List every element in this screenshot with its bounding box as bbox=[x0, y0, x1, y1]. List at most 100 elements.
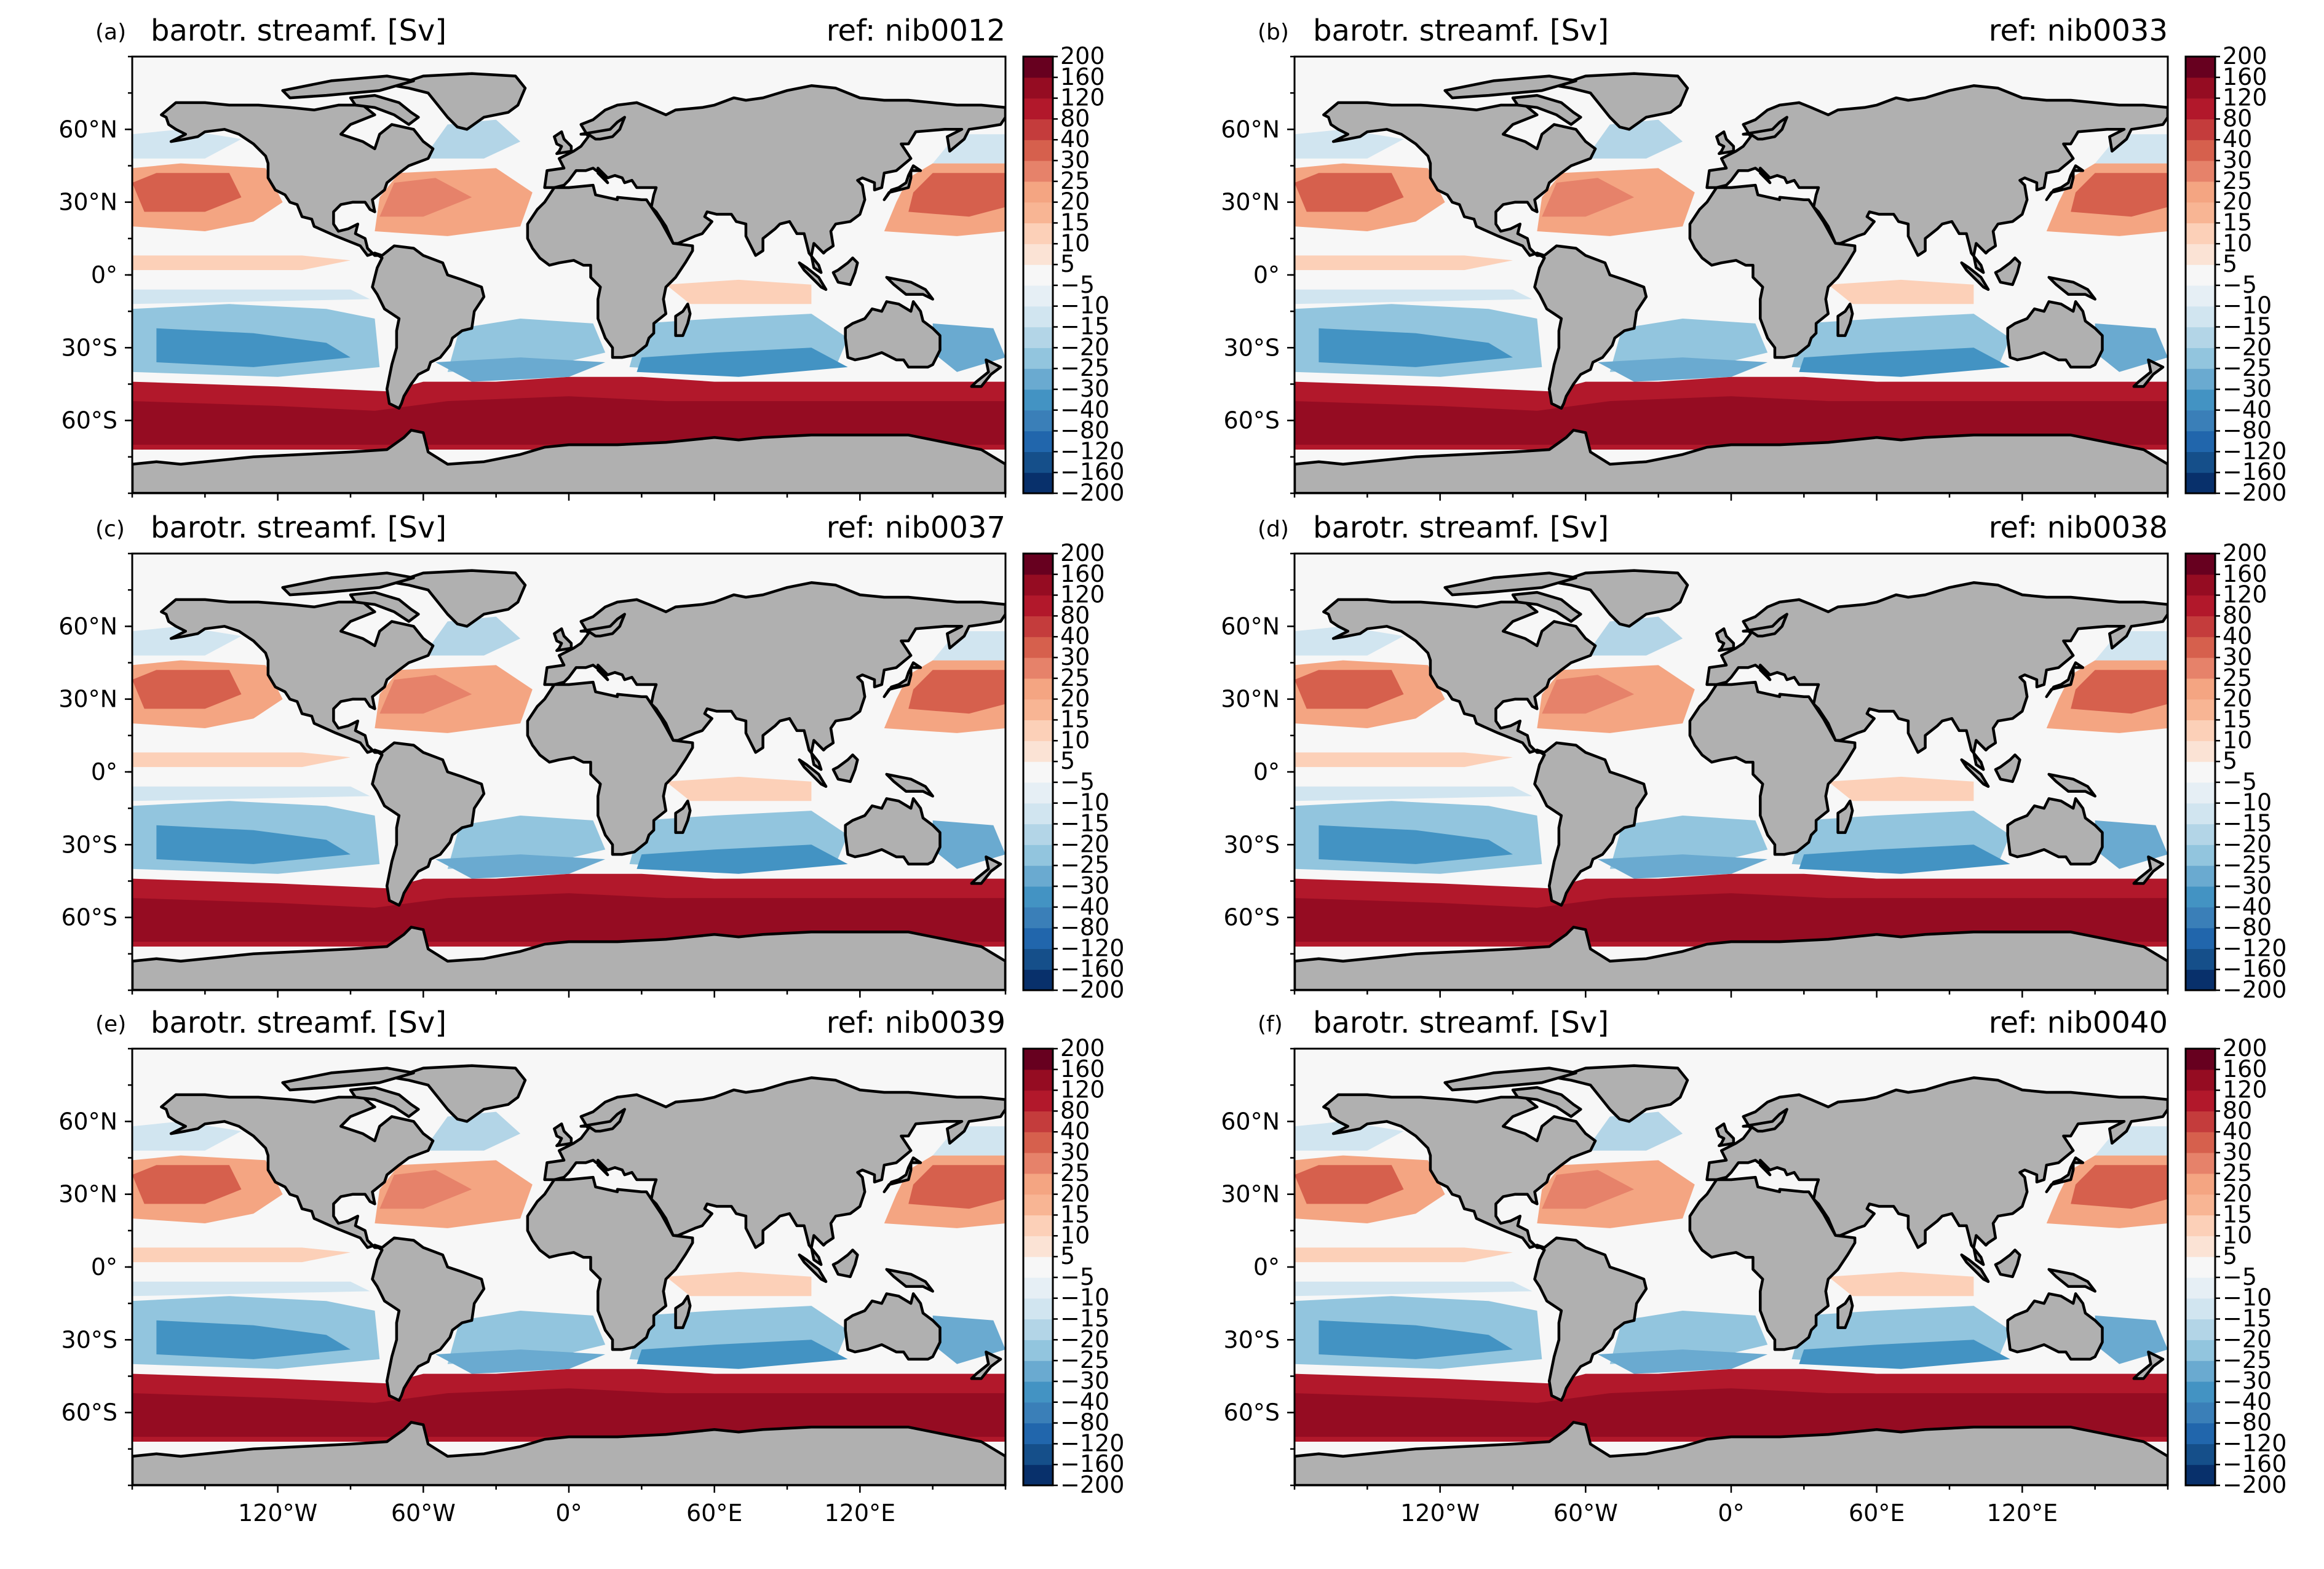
colorbar-level-label: 15 bbox=[2223, 705, 2252, 733]
field-contour-band bbox=[1295, 893, 2168, 942]
land-africa bbox=[1688, 1175, 1857, 1351]
field-contour-band bbox=[665, 279, 812, 304]
field-contour-band bbox=[1828, 1271, 1974, 1297]
colorbar-level-label: 15 bbox=[2223, 1201, 2252, 1228]
land-new-guinea bbox=[2047, 276, 2096, 301]
colorbar-swatch bbox=[2186, 969, 2215, 991]
colorbar-swatch bbox=[1023, 431, 1053, 452]
streamfunction-field bbox=[132, 569, 1005, 990]
streamfunction-field bbox=[1295, 569, 2168, 990]
panel-title: barotr. streamf. [Sv] bbox=[1313, 510, 1609, 545]
colorbar-level-label: 160 bbox=[1060, 63, 1105, 90]
lat-tick-label: 60°S bbox=[61, 1399, 117, 1426]
colorbar-level-label: −5 bbox=[1060, 768, 1095, 795]
colorbar-swatch bbox=[2186, 886, 2215, 908]
lat-tick-label: 60°N bbox=[58, 613, 117, 640]
colorbar-level-label: 30 bbox=[1060, 643, 1090, 670]
colorbar-level-label: −15 bbox=[2223, 313, 2272, 340]
land-africa bbox=[1688, 183, 1857, 359]
land-africa bbox=[526, 1175, 694, 1351]
colorbar-swatch bbox=[2186, 907, 2215, 929]
land-eurasia bbox=[1705, 84, 2168, 274]
colorbar-swatch bbox=[1023, 202, 1053, 224]
lat-tick-label: 60°N bbox=[1221, 1108, 1280, 1135]
lat-tick-label: 60°S bbox=[1224, 1399, 1280, 1426]
colorbar-swatch bbox=[2186, 948, 2215, 970]
land-africa bbox=[526, 183, 694, 359]
colorbar-level-label: −10 bbox=[2223, 789, 2272, 816]
colorbar-level-label: −200 bbox=[2223, 479, 2286, 506]
field-contour-band bbox=[423, 616, 521, 656]
land-japan bbox=[882, 661, 922, 698]
field-contour-band bbox=[1598, 854, 1768, 879]
colorbar-level-label: 80 bbox=[1060, 1097, 1090, 1124]
colorbar-level-label: 25 bbox=[1060, 664, 1090, 691]
field-contour-band bbox=[1585, 616, 1683, 656]
field-contour-band bbox=[637, 1340, 848, 1369]
colorbar: −200−160−120−80−40−30−25−20−15−10−551015… bbox=[2184, 539, 2286, 1003]
colorbar-swatch bbox=[1023, 1360, 1053, 1382]
colorbar-level-label: −30 bbox=[2223, 1367, 2272, 1394]
field-contour-band bbox=[132, 1388, 1005, 1437]
colorbar-swatch bbox=[2186, 1319, 2215, 1340]
land-new-guinea bbox=[2047, 1268, 2096, 1293]
field-contour-band bbox=[379, 675, 472, 714]
lon-tick-label: 60°E bbox=[686, 1499, 742, 1527]
field-contour-band bbox=[1295, 1165, 1404, 1204]
land-south-america bbox=[371, 1236, 486, 1402]
colorbar-swatch bbox=[1023, 782, 1053, 804]
colorbar-level-label: 200 bbox=[2223, 539, 2267, 566]
colorbar-swatch bbox=[2186, 1340, 2215, 1361]
colorbar-level-label: −20 bbox=[2223, 333, 2272, 360]
colorbar-swatch bbox=[2186, 202, 2215, 224]
field-contour-band bbox=[447, 319, 606, 372]
lon-tick-label: 120°W bbox=[1400, 1499, 1480, 1527]
land-madagascar bbox=[674, 303, 692, 337]
colorbar: −200−160−120−80−40−30−25−20−15−10−551015… bbox=[1022, 1035, 1124, 1498]
colorbar-swatch bbox=[2186, 741, 2215, 762]
colorbar-swatch bbox=[2186, 1173, 2215, 1195]
land-arctic-islands bbox=[1443, 74, 1577, 100]
lat-tick-label: 60°S bbox=[1224, 904, 1280, 931]
colorbar-level-label: −20 bbox=[1060, 1325, 1109, 1353]
field-contour-band bbox=[1542, 178, 1635, 217]
colorbar-level-label: −30 bbox=[1060, 375, 1109, 402]
colorbar-swatch bbox=[1023, 57, 1053, 78]
land-borneo bbox=[831, 1249, 859, 1279]
colorbar: −200−160−120−80−40−30−25−20−15−10−551015… bbox=[1022, 42, 1124, 506]
field-contour-band bbox=[156, 825, 351, 864]
colorbar-level-label: −5 bbox=[2223, 1263, 2257, 1290]
colorbar-level-label: −15 bbox=[1060, 313, 1109, 340]
field-contour-band bbox=[637, 348, 848, 377]
colorbar-level-label: −200 bbox=[1060, 1471, 1124, 1498]
colorbar-swatch bbox=[1023, 616, 1053, 637]
field-contour-band bbox=[1295, 1121, 1404, 1151]
field-contour-band bbox=[132, 396, 1005, 445]
colorbar-level-label: 30 bbox=[1060, 1138, 1090, 1166]
colorbar-swatch bbox=[1023, 1340, 1053, 1361]
colorbar-swatch bbox=[2186, 1381, 2215, 1403]
land-antarctica bbox=[1295, 429, 2168, 493]
colorbar-level-label: 5 bbox=[1060, 1242, 1075, 1269]
land-australia bbox=[844, 797, 942, 866]
field-contour-band bbox=[132, 1281, 370, 1297]
lat-tick-label: 60°N bbox=[1221, 116, 1280, 143]
colorbar-level-label: −20 bbox=[2223, 830, 2272, 857]
land-uk bbox=[553, 627, 573, 653]
colorbar-swatch bbox=[2186, 1132, 2215, 1153]
land-sumatra bbox=[1960, 1253, 1990, 1283]
colorbar-level-label: −160 bbox=[1060, 458, 1124, 485]
colorbar-level-label: 15 bbox=[1060, 1201, 1090, 1228]
land-madagascar bbox=[674, 1295, 692, 1329]
land-borneo bbox=[831, 753, 859, 784]
land-madagascar bbox=[1836, 1295, 1854, 1329]
colorbar-swatch bbox=[2186, 1194, 2215, 1216]
land-uk bbox=[553, 1122, 573, 1148]
colorbar-swatch bbox=[1023, 285, 1053, 307]
field-contour-band bbox=[435, 854, 606, 879]
colorbar-level-label: −160 bbox=[1060, 955, 1124, 982]
colorbar-swatch bbox=[2186, 161, 2215, 182]
land-scandinavia-link bbox=[579, 613, 626, 638]
land-arctic-islands bbox=[281, 571, 415, 597]
colorbar-swatch bbox=[2186, 761, 2215, 783]
